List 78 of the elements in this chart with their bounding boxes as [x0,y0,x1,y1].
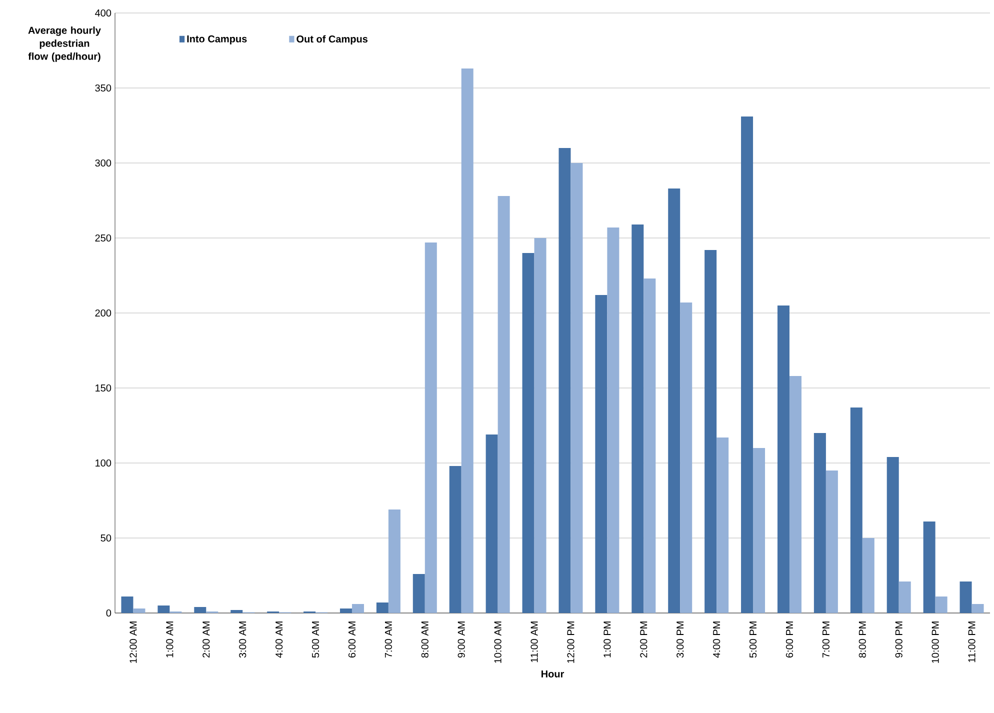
x-tick-label: 6:00 AM [348,622,356,658]
bar [158,606,170,613]
x-axis-title: Hour [542,670,564,678]
bar [486,434,498,613]
bar [972,604,984,613]
bar [461,68,474,613]
bar [826,470,838,613]
y-tick-label: 0 [106,609,112,617]
bar [412,574,425,613]
bar [716,438,729,613]
x-tick-label: 4:00 PM [713,622,720,658]
x-tick-label: 11:00 AM [530,622,538,662]
bar [595,295,608,613]
bar [789,376,802,613]
bar [388,510,400,613]
bar [753,448,766,613]
x-tick-label: 7:00 PM [822,622,830,658]
y-tick-label: 150 [96,384,112,392]
x-tick-label: 2:00 AM [202,622,210,658]
bar [121,596,134,613]
bar [534,238,546,613]
bar [923,522,936,613]
x-tick-label: 8:00 PM [858,622,866,658]
x-tick-label: 8:00 AM [421,622,428,658]
bar [850,408,862,613]
x-tick-label: 12:00 AM [130,622,137,663]
x-tick-label: 3:00 PM [676,622,684,658]
bar [449,466,462,613]
x-tick-label: 11:00 PM [968,622,976,662]
y-tick-label: 100 [96,459,112,467]
bar [194,607,206,613]
bar [898,582,911,613]
y-tick-label: 400 [95,9,112,17]
bar [632,224,644,613]
bar [935,596,948,613]
bar [522,253,534,613]
bar [230,610,243,613]
x-tick-label: 9:00 PM [895,622,902,658]
bar [340,608,352,613]
x-tick-label: 9:00 AM [458,622,465,658]
x-tick-label: 1:00 PM [604,622,611,658]
legend-label: Out of Campus [296,35,368,45]
bar [886,457,899,613]
x-tick-label: 7:00 AM [384,622,392,658]
bar [680,302,692,613]
x-tick-label: 5:00 PM [749,622,757,658]
bar [814,433,826,613]
bar [424,242,437,613]
bar [376,602,388,613]
bar [498,196,510,613]
x-tick-label: 6:00 PM [786,622,794,658]
bar [558,148,571,613]
y-tick-label: 200 [95,309,112,317]
y-tick-label: 250 [95,234,112,242]
x-tick-label: 12:00 PM [567,622,574,663]
bar [607,227,620,613]
y-tick-label: 50 [100,534,112,542]
x-tick-label: 10:00 PM [932,622,939,663]
x-tick-label: 1:00 AM [166,622,174,658]
bar [741,116,754,613]
legend-label: Into Campus [187,35,247,44]
x-tick-label: 5:00 AM [312,622,320,658]
x-tick-label: 4:00 AM [276,622,283,658]
bar [570,163,583,613]
y-axis-title: Average hourly pedestrian flow (ped/hour) [28,26,101,62]
y-tick-label: 300 [95,159,112,167]
bar [960,582,972,613]
bar [133,608,146,613]
bar [777,306,790,613]
bar [704,250,717,613]
bar [352,604,364,613]
bar [644,278,656,613]
y-tick-label: 350 [95,84,112,92]
x-tick-label: 2:00 PM [640,622,648,658]
x-tick-label: 10:00 AM [494,622,502,663]
x-tick-label: 3:00 AM [239,622,246,658]
bar [862,538,874,613]
bar [668,188,680,613]
